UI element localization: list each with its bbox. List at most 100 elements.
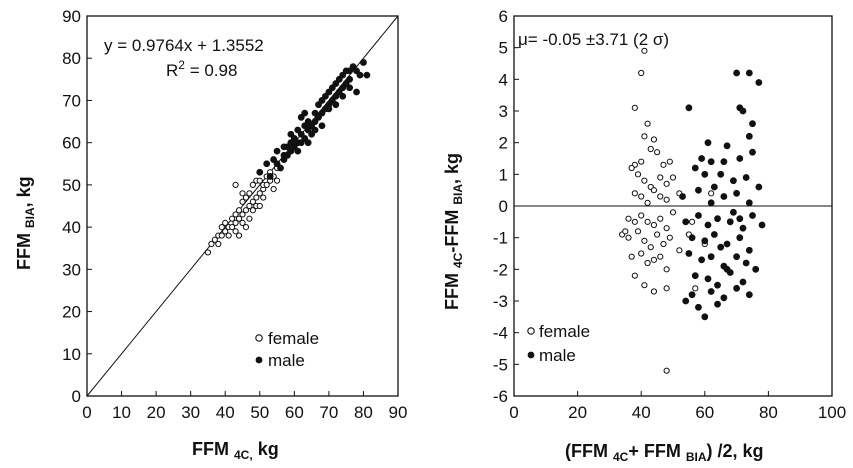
right-point-female — [669, 209, 677, 216]
right-point-male — [714, 300, 721, 308]
right-point-male — [688, 234, 696, 242]
left-point-female — [246, 215, 253, 222]
left-point-male — [346, 75, 354, 83]
right-point-male — [720, 158, 728, 166]
left-ytick-label: 30 — [62, 260, 81, 279]
right-point-male — [701, 237, 709, 245]
left-point-female — [273, 177, 281, 184]
right-point-female — [631, 272, 638, 279]
left-point-male — [280, 143, 288, 151]
right-point-female — [657, 193, 664, 200]
left-ylabel-tail: , kg — [14, 176, 34, 207]
left-point-female — [253, 194, 260, 201]
right-point-male — [723, 240, 731, 248]
right-legend-male-marker — [527, 351, 535, 359]
right-point-male — [707, 158, 715, 166]
left-ytick-label: 80 — [62, 49, 81, 68]
left-legend-female-label: female — [268, 329, 319, 348]
right-point-male — [745, 291, 753, 299]
right-point-female — [676, 247, 683, 254]
right-point-male — [691, 272, 699, 280]
right-point-female — [660, 161, 667, 168]
right-point-male — [733, 284, 740, 292]
right-point-female — [654, 231, 661, 238]
right-mean-sd-annotation: μ= -0.05 ±3.71 (2 σ) — [518, 30, 669, 49]
right-xlabel-pre: (FFM — [565, 441, 613, 461]
right-ylabel-sub2: BIA — [451, 184, 465, 205]
left-point-male — [318, 122, 326, 130]
right-point-female — [644, 199, 651, 206]
right-point-female — [625, 215, 632, 222]
left-xtick-label: 30 — [181, 403, 200, 422]
right-point-male — [682, 218, 690, 226]
left-point-female — [235, 215, 243, 222]
right-point-female — [631, 218, 638, 225]
right-point-female — [641, 237, 648, 244]
right-point-male — [685, 250, 693, 257]
right-point-female — [641, 47, 648, 54]
left-point-female — [225, 232, 232, 239]
left-point-male — [339, 92, 347, 100]
left-point-male — [332, 101, 340, 109]
left-ytick-label: 90 — [62, 7, 81, 26]
left-ylabel-main: FFM — [14, 228, 34, 270]
left-point-female — [229, 215, 236, 222]
right-ylabel-tail: , kg — [442, 153, 462, 184]
left-point-male — [273, 147, 281, 155]
right-point-male — [723, 265, 731, 273]
right-point-female — [663, 196, 670, 203]
right-ytick-label: 2 — [499, 134, 508, 153]
left-point-male — [256, 168, 264, 176]
right-xlabel-sub1: 4C — [613, 450, 629, 464]
left-point-female — [232, 228, 239, 235]
right-point-female — [638, 158, 645, 165]
right-point-male — [720, 294, 728, 302]
right-point-male — [749, 212, 756, 219]
left-point-female — [235, 232, 243, 239]
left-ytick-label: 20 — [62, 303, 81, 322]
right-point-male — [742, 174, 750, 181]
right-point-male — [720, 193, 728, 200]
right-point-female — [688, 218, 696, 225]
right-ylabel-sub1: 4C — [451, 252, 465, 268]
right-point-male — [736, 234, 744, 242]
left-point-female — [239, 211, 246, 218]
left-point-female — [232, 219, 239, 226]
right-xtick-label: 80 — [759, 403, 778, 422]
left-point-female — [256, 177, 263, 184]
right-ytick-label: -2 — [493, 260, 508, 279]
left-xtick-label: 70 — [319, 403, 338, 422]
right-xlabel-mid: + FFM — [628, 441, 686, 461]
right-point-female — [663, 266, 670, 273]
right-point-female — [628, 164, 635, 172]
right-point-female — [650, 136, 658, 143]
right-ylabel-mid: -FFM — [442, 205, 462, 253]
right-ytick-label: -1 — [493, 229, 508, 248]
right-point-female — [650, 221, 658, 229]
left-r2-suffix: = 0.98 — [185, 61, 237, 80]
left-xtick-label: 80 — [354, 403, 373, 422]
right-point-male — [733, 189, 740, 197]
right-point-male — [745, 199, 753, 207]
left-point-female — [218, 224, 225, 231]
left-ytick-label: 60 — [62, 134, 81, 153]
left-point-female — [260, 194, 267, 201]
right-point-male — [685, 104, 693, 112]
left-point-female — [232, 211, 239, 218]
left-point-male — [363, 71, 371, 79]
right-point-male — [704, 221, 712, 229]
right-point-female — [641, 177, 648, 184]
right-xtick-label: 40 — [632, 403, 651, 422]
right-point-female — [650, 256, 658, 263]
right-xtick-label: 0 — [509, 403, 518, 422]
right-ytick-label: 1 — [499, 165, 508, 184]
left-point-female — [249, 198, 256, 205]
left-plot-frame — [86, 15, 399, 397]
right-point-female — [631, 104, 638, 111]
right-point-male — [745, 246, 753, 254]
left-point-male — [294, 147, 302, 155]
right-point-female — [663, 285, 670, 292]
right-xlabel-tail: ) /2, kg — [707, 441, 764, 461]
